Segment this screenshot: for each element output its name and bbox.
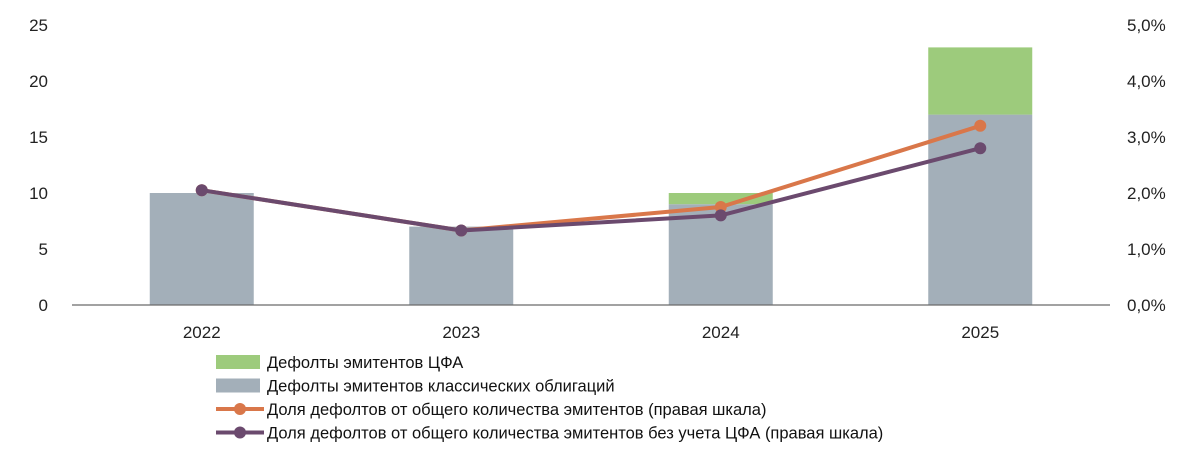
legend-label-1: Дефолты эмитентов классических облигаций — [267, 378, 615, 396]
point-share-excl-dfa-2024 — [714, 209, 727, 222]
bar-classic-2023 — [409, 226, 514, 305]
legend-marker-3 — [234, 426, 246, 439]
x-tick-label-2025: 2025 — [961, 323, 999, 342]
y-left-tick-label: 10 — [29, 184, 48, 203]
y-left-tick-label: 15 — [29, 128, 48, 147]
bars-layer — [149, 47, 1033, 305]
legend-swatch-0 — [216, 355, 260, 369]
legend: Дефолты эмитентов ЦФА Дефолты эмитентов к… — [216, 354, 883, 443]
y-left-tick-label: 5 — [39, 240, 48, 259]
y-left-tick-label: 25 — [29, 16, 48, 35]
y-right-tick-label: 2,0% — [1127, 184, 1166, 203]
y-right-tick-label: 0,0% — [1127, 296, 1166, 315]
y-right-tick-label: 5,0% — [1127, 16, 1166, 35]
bar-classic-2022 — [149, 193, 254, 305]
x-tick-label-2023: 2023 — [442, 323, 480, 342]
y-right-tick-label: 3,0% — [1127, 128, 1166, 147]
point-share-total-2024 — [714, 201, 727, 213]
x-tick-label-2024: 2024 — [702, 323, 740, 342]
x-axis-ticks: 2022 2023 2024 2025 — [183, 323, 999, 342]
y-left-tick-label: 20 — [29, 72, 48, 91]
legend-marker-2 — [234, 403, 246, 415]
y-right-tick-label: 4,0% — [1127, 72, 1166, 91]
point-share-excl-dfa-2023 — [455, 224, 468, 237]
bar-dfa-2024 — [668, 193, 773, 205]
point-share-excl-dfa-2025 — [974, 142, 987, 155]
legend-label-0: Дефолты эмитентов ЦФА — [267, 354, 463, 372]
point-share-total-2025 — [974, 119, 987, 132]
legend-swatch-1 — [216, 378, 260, 393]
y-right-tick-label: 1,0% — [1127, 240, 1166, 259]
bar-dfa-2025 — [928, 47, 1033, 115]
legend-label-2: Доля дефолтов от общего количества эмите… — [267, 401, 766, 419]
x-tick-label-2022: 2022 — [183, 323, 221, 342]
y-axis-right: 0,0% 1,0% 2,0% 3,0% 4,0% 5,0% — [1127, 16, 1166, 315]
y-left-tick-label: 0 — [39, 296, 48, 315]
line-share-excl-dfa — [199, 146, 983, 233]
y-axis-left: 0 5 10 15 20 25 — [29, 16, 48, 315]
point-share-excl-dfa-2022 — [195, 184, 208, 197]
legend-label-3: Доля дефолтов от общего количества эмите… — [267, 425, 883, 443]
lines-layer — [195, 119, 987, 237]
